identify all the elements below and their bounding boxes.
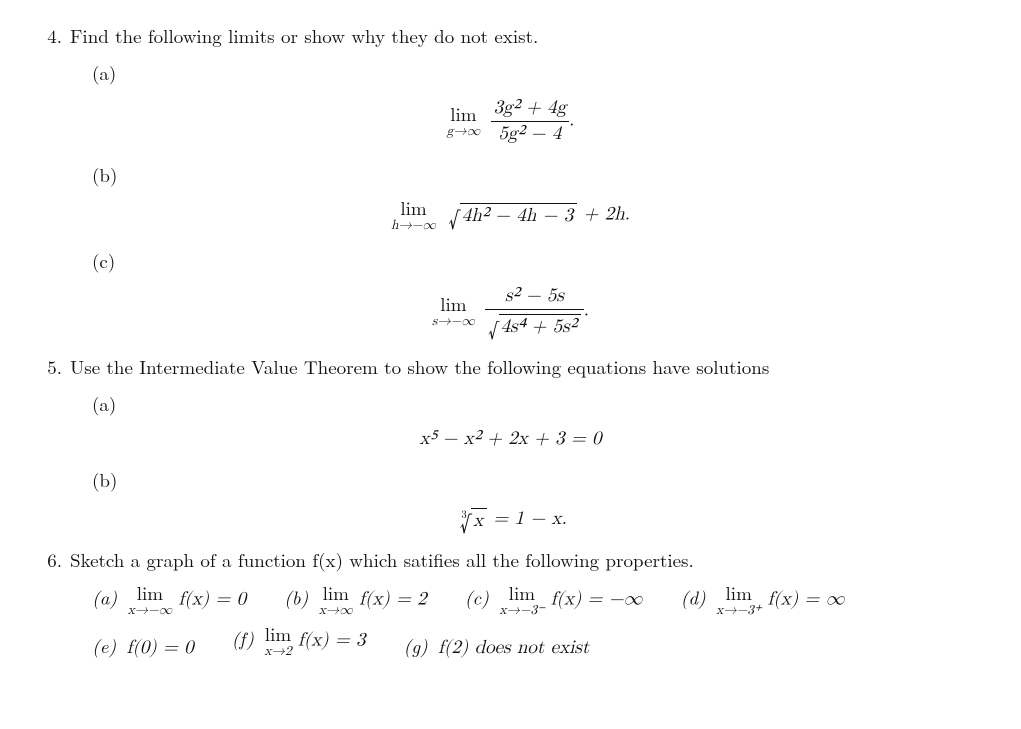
lim-text: lim [716, 583, 761, 602]
lim-sub: x→2 [264, 644, 291, 659]
fraction-numerator: 3g² + 4g [491, 96, 570, 121]
prop-body: f(x) = 0 [172, 590, 246, 609]
lim-sub: x→∞ [319, 603, 353, 618]
problem-4-number: 4. [34, 22, 62, 49]
prop-body: f(x) = 2 [353, 590, 427, 609]
prop-body: f(0) = 0 [127, 638, 194, 657]
prop-6b: (b) lim x→∞ f(x) = 2 [284, 583, 427, 618]
prop-label: (e) [92, 632, 116, 659]
prop-label: (d) [681, 584, 706, 611]
sqrt-icon: √ [460, 509, 471, 533]
lim-text: lim [499, 583, 544, 602]
prop-label: (g) [404, 632, 428, 659]
fraction-denominator: 5g² − 4 [491, 121, 570, 147]
lim-sub: x→−∞ [128, 603, 173, 618]
fraction-denominator: √ 4s⁴ + 5s² [485, 309, 584, 339]
problem-4-text: Find the following limits or show why th… [70, 22, 538, 49]
prop-6c: (c) lim x→−3⁻ f(x) = −∞ [465, 583, 643, 618]
equation-rhs: = 1 − x. [487, 509, 567, 528]
problem-5b-label: (b) [92, 466, 987, 493]
problem-6-number: 6. [34, 546, 62, 573]
prop-6g: (g) f(2) does not exist [404, 632, 590, 659]
problem-4b-label: (b) [92, 161, 987, 188]
prop-6d: (d) lim x→−3⁺ f(x) = ∞ [681, 583, 845, 618]
problem-5a-math: x⁵ − x² + 2x + 3 = 0 [34, 427, 987, 452]
prop-label: (c) [465, 584, 489, 611]
problem-4: 4. Find the following limits or show why… [34, 22, 987, 49]
problem-4a-label: (a) [92, 59, 987, 86]
problem-6-row1: (a) lim x→−∞ f(x) = 0 (b) lim x→∞ f(x) =… [92, 583, 987, 618]
problem-4c-label: (c) [92, 247, 987, 274]
lim-text: lim [391, 198, 436, 217]
problem-4c-math: lim s→−∞ s² − 5s √ 4s⁴ + 5s² . [34, 284, 987, 339]
prop-6a: (a) lim x→−∞ f(x) = 0 [92, 583, 246, 618]
lim-text: lim [264, 624, 291, 643]
lim-sub: x→−3⁻ [499, 603, 544, 618]
problem-6: 6. Sketch a graph of a function f(x) whi… [34, 546, 987, 573]
fraction-numerator: s² − 5s [485, 284, 584, 309]
problem-4a-math: lim g→∞ 3g² + 4g 5g² − 4 . [34, 96, 987, 147]
problem-5a-label: (a) [92, 390, 987, 417]
prop-label: (b) [284, 584, 308, 611]
radicand: 4h² − 4h − 3 [460, 203, 578, 228]
lim-text: lim [432, 294, 475, 313]
problem-5-number: 5. [34, 353, 62, 380]
problem-6-row2: (e) f(0) = 0 (f) lim x→2 f(x) = 3 (g) f(… [92, 624, 987, 659]
radicand: 4s⁴ + 5s² [499, 314, 581, 339]
prop-body: f(2) does not exist [438, 638, 589, 657]
prop-6e: (e) f(0) = 0 [92, 632, 194, 659]
prop-label: (a) [92, 584, 117, 611]
problem-6-text: Sketch a graph of a function f(x) which … [70, 546, 694, 573]
problem-4b-math: lim h→−∞ √ 4h² − 4h − 3 + 2h. [34, 198, 987, 233]
tail-term: + 2h. [577, 205, 630, 224]
radicand: x [471, 508, 487, 533]
lim-text: lim [447, 104, 481, 123]
sqrt-icon: √ [488, 318, 498, 340]
lim-text: lim [319, 583, 353, 602]
lim-text: lim [128, 583, 173, 602]
prop-body: f(x) = 3 [292, 631, 366, 650]
prop-label: (f) [232, 625, 254, 652]
problem-5b-math: 3 √ x = 1 − x. [34, 503, 987, 532]
lim-sub: h→−∞ [391, 218, 436, 233]
prop-body: f(x) = −∞ [544, 590, 642, 609]
prop-body: f(x) = ∞ [761, 590, 844, 609]
lim-sub: g→∞ [447, 124, 481, 139]
problem-5: 5. Use the Intermediate Value Theorem to… [34, 353, 987, 380]
lim-sub: x→−3⁺ [716, 603, 761, 618]
sqrt-icon: √ [448, 205, 459, 229]
problem-5-text: Use the Intermediate Value Theorem to sh… [70, 353, 769, 380]
prop-6f: (f) lim x→2 f(x) = 3 [232, 624, 366, 659]
lim-sub: s→−∞ [432, 314, 475, 329]
